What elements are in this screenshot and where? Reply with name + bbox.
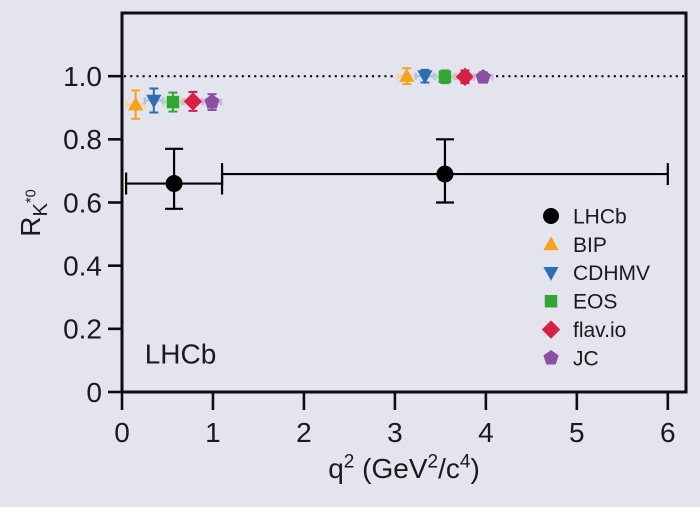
data-point-flavio — [455, 67, 475, 86]
data-point-jc — [475, 69, 491, 84]
legend-marker-triangle-down — [543, 267, 559, 281]
legend-label: JC — [573, 347, 599, 370]
legend-item-eos: EOS — [544, 291, 617, 314]
legend-marker-pentagon — [543, 350, 559, 365]
y-tick-label: 0.6 — [63, 187, 102, 218]
x-tick-label: 2 — [296, 417, 312, 448]
legend-marker-triangle-up — [543, 236, 559, 251]
legend-label: LHCb — [573, 205, 627, 228]
data-point-flavio — [183, 92, 203, 111]
legend: LHCb BIP CDHMV EOS flav.io JC — [541, 205, 650, 370]
legend-label: flav.io — [573, 319, 626, 342]
data-point-lhcb — [165, 175, 183, 193]
legend-item-flavio: flav.io — [541, 319, 626, 342]
data-point-jc — [204, 94, 220, 109]
x-tick-label: 1 — [205, 417, 221, 448]
y-tick-label: 0 — [86, 377, 102, 408]
legend-item-bip: BIP — [543, 234, 607, 257]
data-point-lhcb — [436, 165, 454, 183]
legend-label: BIP — [573, 234, 607, 257]
series-flavio — [182, 67, 476, 112]
y-tick-label: 0.4 — [63, 250, 102, 281]
y-axis-label: RK*0 — [15, 189, 52, 236]
legend-label: EOS — [573, 291, 617, 314]
legend-marker-square — [544, 294, 558, 308]
y-tick-label: 0.2 — [63, 314, 102, 345]
x-tick-label: 4 — [478, 417, 494, 448]
x-tick-label: 6 — [660, 417, 676, 448]
y-tick-label: 0.8 — [63, 124, 102, 155]
series-cdhmv — [143, 68, 436, 114]
legend-item-lhcb: LHCb — [543, 205, 627, 228]
data-point-eos — [438, 70, 452, 84]
x-axis-label: q2 (GeV2/c4) — [328, 451, 480, 484]
data-point-bip — [128, 96, 144, 111]
legend-item-jc: JC — [543, 347, 599, 370]
data-point-bip — [399, 68, 415, 82]
legend-label: CDHMV — [573, 262, 650, 285]
data-point-cdhmv — [146, 94, 162, 109]
series-eos — [162, 69, 456, 113]
data-point-cdhmv — [417, 70, 433, 85]
legend-marker-circle — [543, 208, 559, 224]
x-tick-label: 3 — [387, 417, 403, 448]
x-tick-label: 5 — [569, 417, 585, 448]
plot-annotation-lhcb: LHCb — [145, 339, 217, 370]
legend-item-cdhmv: CDHMV — [543, 262, 650, 285]
y-tick-label: 1.0 — [63, 61, 102, 92]
data-point-eos — [166, 95, 180, 109]
x-tick-label: 0 — [114, 417, 130, 448]
series-lhcb — [124, 138, 669, 210]
legend-marker-diamond — [541, 320, 561, 339]
series-jc — [201, 69, 494, 111]
